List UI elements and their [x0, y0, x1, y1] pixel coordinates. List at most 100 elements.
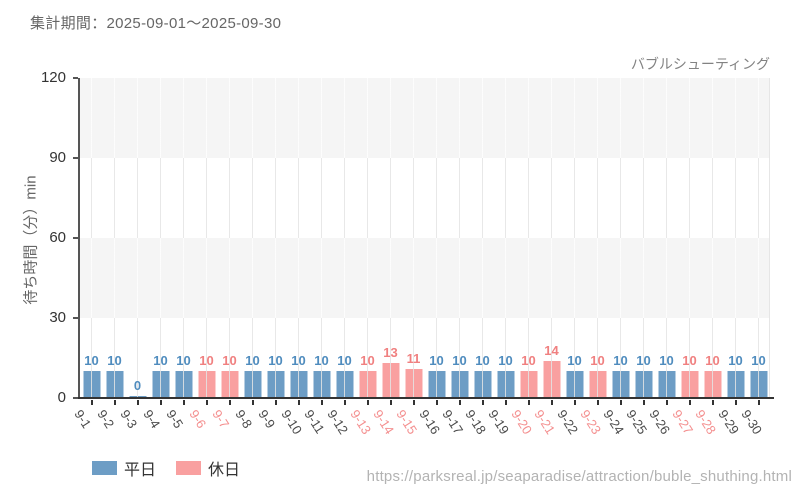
x-tick-label: 9-21 — [530, 407, 558, 438]
category-9-17: 10 9-17 — [439, 78, 471, 437]
legend-label-weekday: 平日 — [124, 462, 157, 479]
category-9-26: 10 9-26 — [646, 78, 678, 437]
category-9-2: 10 9-2 — [94, 78, 126, 431]
bar-value-label: 10 — [682, 353, 697, 369]
plot-area: 10 9-1 10 9-2 0 9-3 10 9-4 10 9-5 10 9-6 10 9-7 10 9-8 1… — [71, 78, 774, 437]
vertical-gridline — [114, 78, 115, 398]
vertical-gridline — [275, 78, 276, 398]
category-9-8: 10 9-8 — [232, 78, 264, 431]
categories-row: 10 9-1 10 9-2 0 9-3 10 9-4 10 9-5 10 9-6 10 9-7 10 9-8 1… — [71, 78, 770, 437]
x-tick-label: 9-10 — [277, 407, 305, 438]
x-tick-label: 9-16 — [415, 407, 443, 438]
vertical-gridline — [206, 78, 207, 398]
vertical-gridline — [597, 78, 598, 398]
bar-value-label: 10 — [222, 353, 237, 369]
legend: 平日 休日 — [92, 456, 240, 480]
vertical-gridline — [91, 78, 92, 398]
y-tick-label: 0 — [57, 389, 66, 406]
x-tick-label: 9-2 — [93, 407, 117, 431]
x-tick-label: 9-12 — [323, 407, 351, 438]
x-tick-mark — [734, 400, 737, 405]
x-tick-mark — [711, 400, 714, 405]
vertical-gridline — [367, 78, 368, 398]
bar-value-label: 10 — [153, 353, 168, 369]
x-tick-mark — [389, 400, 392, 405]
x-tick-mark — [320, 400, 323, 405]
category-9-22: 10 9-22 — [554, 78, 586, 437]
bar-value-label: 10 — [268, 353, 283, 369]
bar-value-label: 11 — [406, 350, 421, 366]
category-9-1: 10 9-1 — [71, 78, 103, 431]
vertical-gridline — [689, 78, 690, 398]
y-tick-mark — [73, 237, 78, 239]
bar-value-label: 10 — [107, 353, 122, 369]
category-9-28: 10 9-28 — [692, 78, 724, 437]
x-tick-label: 9-18 — [461, 407, 489, 438]
category-9-7: 10 9-7 — [209, 78, 241, 431]
category-9-24: 10 9-24 — [600, 78, 632, 437]
vertical-gridline — [229, 78, 230, 398]
bar-value-label: 14 — [544, 342, 559, 358]
bar-value-label: 10 — [337, 353, 352, 369]
category-9-13: 10 9-13 — [347, 78, 379, 437]
x-tick-label: 9-23 — [576, 407, 604, 438]
x-tick-mark — [527, 400, 530, 405]
vertical-gridline — [528, 78, 529, 398]
vertical-gridline — [482, 78, 483, 398]
vertical-gridline — [459, 78, 460, 398]
y-tick-mark — [73, 397, 78, 399]
x-tick-label: 9-4 — [139, 407, 163, 431]
bar-value-label: 10 — [360, 353, 375, 369]
bar-value-label: 13 — [383, 345, 398, 361]
x-tick-label: 9-1 — [70, 407, 94, 431]
vertical-gridline — [436, 78, 437, 398]
vertical-gridline — [390, 78, 391, 398]
y-tick-label: 90 — [49, 149, 66, 166]
source-url: https://parksreal.jp/seaparadise/attract… — [366, 468, 792, 485]
period-label: 集計期間：2025-09-01～2025-09-30 — [30, 15, 282, 32]
chart-title: バブルシューティング — [630, 56, 770, 72]
bar-value-label: 10 — [84, 353, 99, 369]
x-tick-label: 9-11 — [300, 407, 328, 437]
x-tick-label: 9-14 — [369, 407, 397, 438]
bar-value-label: 10 — [245, 353, 260, 369]
category-9-15: 11 9-15 — [393, 78, 425, 437]
bar-value-label: 10 — [521, 353, 536, 369]
x-tick-mark — [596, 400, 599, 405]
x-tick-mark — [435, 400, 438, 405]
x-tick-label: 9-22 — [553, 407, 581, 438]
bar-value-label: 10 — [705, 353, 720, 369]
bar-value-label: 10 — [590, 353, 605, 369]
x-tick-mark — [205, 400, 208, 405]
category-9-16: 10 9-16 — [416, 78, 448, 437]
vertical-gridline — [666, 78, 667, 398]
x-tick-label: 9-20 — [507, 407, 535, 438]
vertical-gridline — [643, 78, 644, 398]
x-tick-label: 9-28 — [691, 407, 719, 438]
category-9-29: 10 9-29 — [715, 78, 747, 437]
category-9-25: 10 9-25 — [623, 78, 655, 437]
x-tick-mark — [251, 400, 254, 405]
legend-label-holiday: 休日 — [208, 462, 241, 479]
vertical-gridline — [137, 78, 138, 398]
bar-value-label: 10 — [199, 353, 214, 369]
vertical-gridline — [574, 78, 575, 398]
bar-value-label: 10 — [498, 353, 513, 369]
x-tick-mark — [665, 400, 668, 405]
x-tick-mark — [343, 400, 346, 405]
y-tick-label: 60 — [49, 229, 66, 246]
bar-value-label: 10 — [314, 353, 329, 369]
bar-value-label: 10 — [613, 353, 628, 369]
x-tick-label: 9-27 — [668, 407, 696, 438]
category-9-6: 10 9-6 — [186, 78, 218, 431]
x-tick-mark — [504, 400, 507, 405]
x-axis-line — [78, 397, 774, 399]
category-9-12: 10 9-12 — [324, 78, 356, 437]
x-tick-label: 9-3 — [116, 407, 140, 431]
y-tick-mark — [73, 77, 78, 79]
x-tick-label: 9-6 — [185, 407, 209, 431]
bar-value-label: 10 — [291, 353, 306, 369]
bar-value-label: 10 — [728, 353, 743, 369]
bar-value-label: 10 — [452, 353, 467, 369]
